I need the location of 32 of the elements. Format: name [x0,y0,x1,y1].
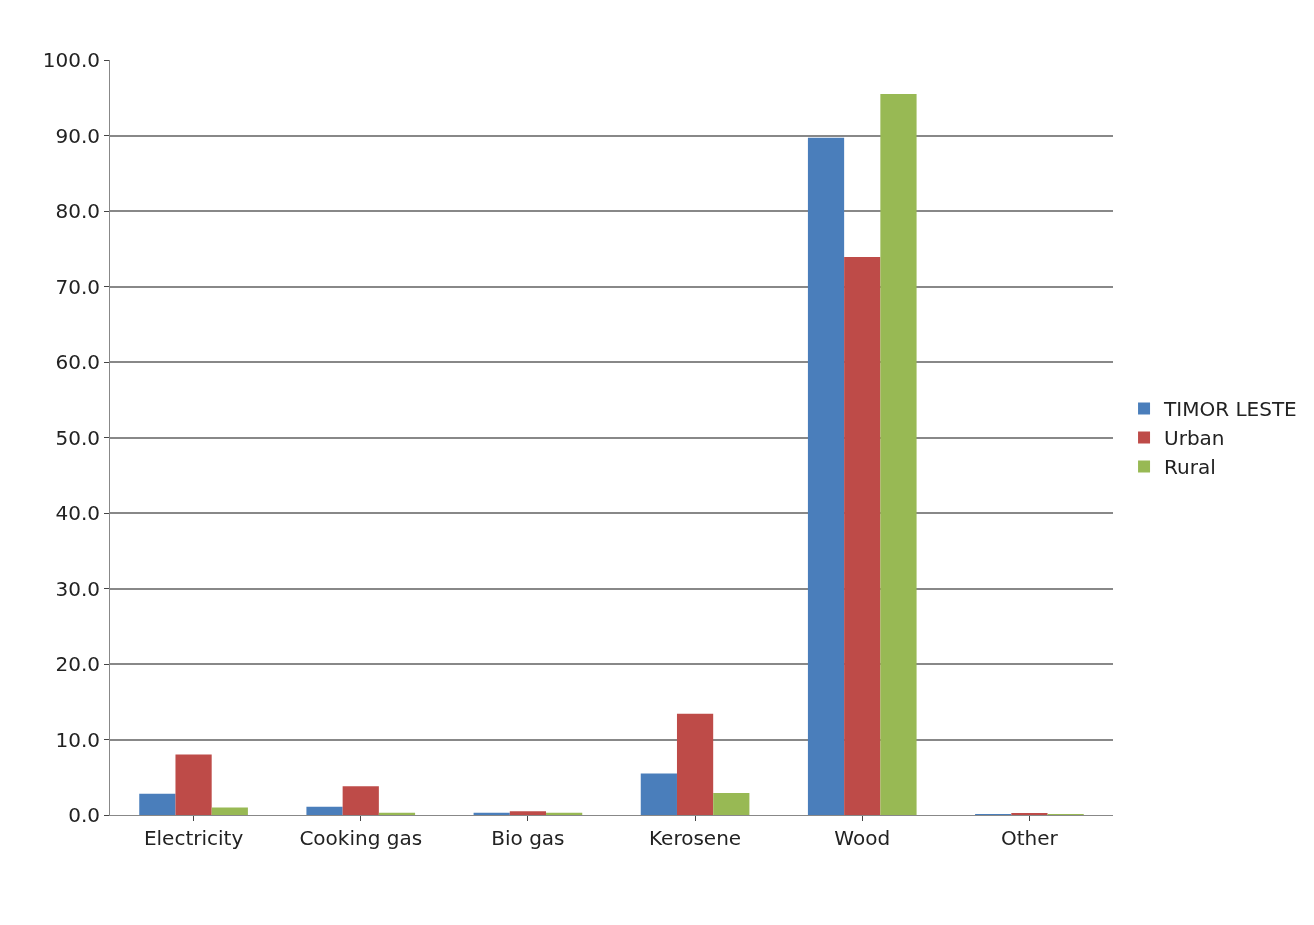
bar [509,811,547,815]
legend-label: Urban [1164,426,1225,451]
bar [676,713,714,815]
y-tick-label: 100.0 [42,48,100,72]
x-tick-label: Wood [834,826,891,850]
legend-label: Rural [1164,455,1216,480]
bar [211,807,248,815]
x-tick-label: Other [1001,826,1059,850]
bar [342,786,379,815]
x-tick-label: Electricity [143,826,244,850]
y-tick-label: 10.0 [55,727,100,752]
y-tick-label: 80.0 [55,199,100,223]
bar [844,257,881,815]
x-tick-label: Cooking gas [299,826,423,850]
bar [713,793,750,815]
y-tick-label: 90.0 [55,123,100,148]
bar [139,793,176,815]
y-tick-label: 0.0 [68,803,100,827]
y-tick-label: 30.0 [55,576,100,601]
y-tick-label: 40.0 [55,501,100,525]
legend-label: TIMOR LESTE [1163,397,1297,422]
bar [306,806,343,815]
bar [175,754,212,815]
y-tick-label: 70.0 [55,274,100,299]
y-tick-label: 60.0 [55,350,100,374]
y-tick-label: 50.0 [55,425,100,450]
x-tick-label: Bio gas [491,826,565,850]
y-tick-label: 20.0 [55,652,100,676]
bar [640,773,677,815]
bar [880,93,917,815]
bar [807,137,845,815]
x-tick-label: Kerosene [649,826,742,850]
